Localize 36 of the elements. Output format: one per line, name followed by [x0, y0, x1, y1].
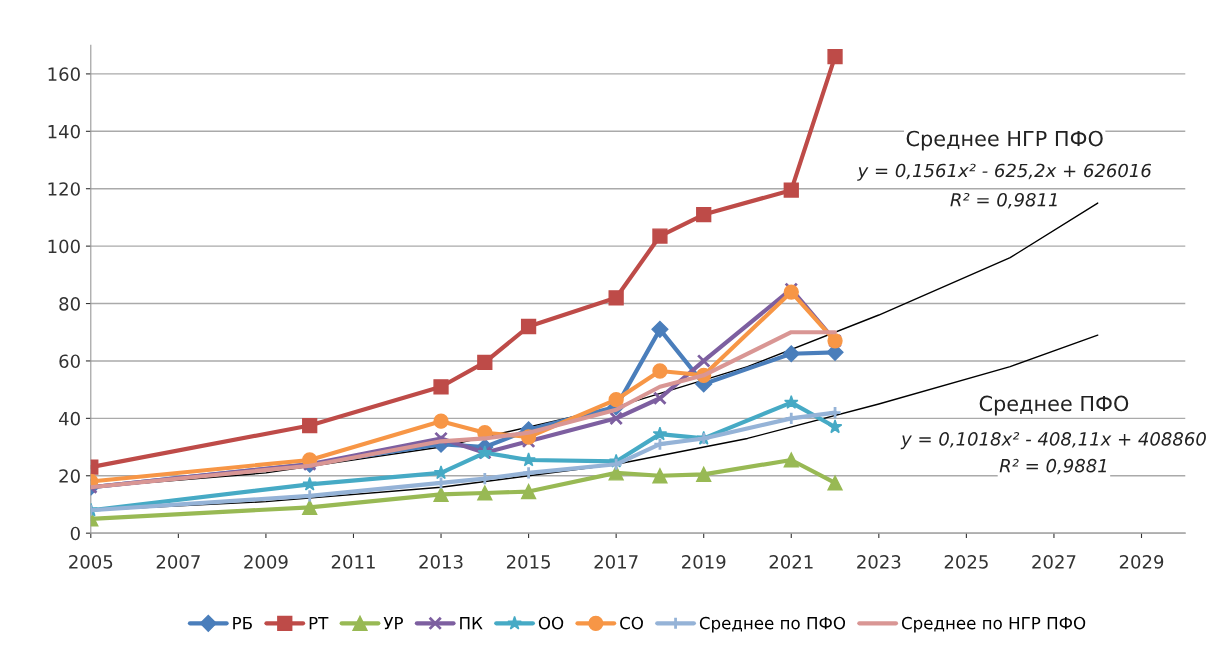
legend-label: Среднее по ПФО [699, 616, 846, 633]
x-tick-label: 2009 [244, 555, 288, 569]
y-tick-label: 40 [58, 411, 80, 426]
y-tick-label: 100 [48, 239, 80, 254]
annotation: y = 0,1561x² - 625,2x + 626016 [857, 163, 1152, 181]
y-tick-label: 20 [59, 469, 80, 483]
y-tick-label: 120 [48, 182, 80, 196]
x-tick-label: 2023 [857, 555, 901, 569]
legend-label: РТ [309, 617, 329, 630]
x-tick-label: 2029 [1119, 555, 1164, 569]
y-tick-label: 140 [48, 124, 80, 139]
x-tick-label: 2007 [156, 555, 200, 569]
annotation: y = 0,1018x² - 408,11x + 408860 [900, 432, 1206, 450]
x-tick-label: 2013 [419, 555, 463, 569]
annotation: R² = 0,9811 [950, 192, 1057, 209]
x-tick-label: 2027 [1032, 555, 1076, 569]
y-tick-label: 60 [59, 354, 80, 369]
legend-label: УР [383, 617, 403, 630]
legend-label: ОО [538, 616, 564, 630]
y-tick-label: 160 [48, 67, 80, 82]
x-tick-label: 2005 [69, 555, 113, 569]
annotation: Среднее НГР ПФО [906, 130, 1103, 151]
legend-label: РБ [233, 617, 252, 630]
x-tick-label: 2017 [594, 555, 638, 569]
legend-label: ПК [460, 617, 483, 630]
x-tick-label: 2025 [944, 555, 988, 569]
x-tick-label: 2011 [331, 555, 375, 569]
x-tick-label: 2021 [769, 555, 813, 569]
legend-label: СО [620, 616, 643, 630]
x-tick-label: 2015 [506, 555, 550, 569]
annotation: Среднее ПФО [979, 395, 1129, 416]
y-tick-label: 80 [59, 296, 80, 311]
x-tick-label: 2019 [682, 555, 726, 569]
y-tick-label: 0 [70, 526, 80, 541]
legend-label: Среднее по НГР ПФО [901, 616, 1086, 633]
annotation: R² = 0,9881 [999, 458, 1106, 475]
